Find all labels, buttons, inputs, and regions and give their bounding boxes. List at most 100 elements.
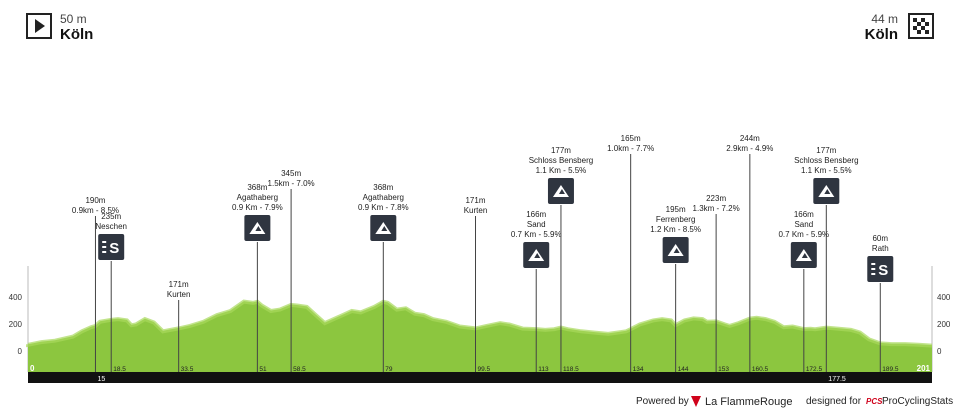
sprint-icon-line — [871, 273, 876, 275]
profile-layer — [26, 299, 933, 372]
km-label: 189.5 — [882, 366, 899, 373]
sprint-icon-letter: S — [109, 240, 119, 257]
y-tick-label-left: 0 — [18, 347, 23, 356]
km-label: 144 — [678, 366, 689, 373]
km-label: 51 — [259, 366, 267, 373]
marker-label: 0.7 Km - 5.9% — [511, 230, 562, 239]
sprint-icon-line — [871, 263, 876, 265]
mountain-icon-cut — [534, 253, 541, 258]
sprint-icon-line — [871, 268, 876, 270]
marker-label: 0.7 Km - 5.9% — [778, 230, 829, 239]
marker-label: Sand — [794, 220, 813, 229]
marker-label: 1.0km - 7.7% — [607, 144, 654, 153]
sprint-icon-bg — [867, 256, 894, 282]
marker-label: 165m — [621, 134, 641, 143]
marker-label: 1.3km - 7.2% — [693, 204, 740, 213]
marker-label: Schloss Bensberg — [794, 156, 858, 165]
sprint-icon-bg — [98, 234, 125, 260]
marker-label: 195m — [666, 205, 686, 214]
finish-info: 44 m Köln — [865, 12, 898, 43]
marker-label: Kurten — [464, 206, 488, 215]
sprint-icon-line — [102, 241, 107, 243]
marker-label: Neschen — [95, 222, 127, 231]
mountain-icon — [370, 215, 397, 241]
marker-label: 244m — [740, 134, 760, 143]
marker-label: 1.2 Km - 8.5% — [650, 225, 701, 234]
y-tick-label-right: 0 — [937, 347, 942, 356]
km-label: 15 — [97, 376, 105, 383]
mountain-icon-cut — [801, 253, 808, 258]
marker-label: 0.9 Km - 7.9% — [232, 203, 283, 212]
mountain-icon-cut — [255, 226, 262, 231]
finish-altitude: 44 m — [871, 12, 898, 26]
marker-label: 368m — [373, 183, 393, 192]
km-label: 79 — [385, 366, 393, 373]
marker-label: Sand — [527, 220, 546, 229]
mountain-icon — [244, 215, 271, 241]
km-label: 58.5 — [293, 366, 306, 373]
km-bar — [28, 372, 932, 383]
sprint-icon: S — [867, 256, 894, 282]
marker-label: Kurten — [167, 290, 191, 299]
mountain-icon — [813, 178, 840, 204]
y-tick-label-right: 200 — [937, 320, 951, 329]
mountain-icon-cut — [673, 248, 680, 253]
footer-lfr-brand[interactable]: La FlammeRouge — [705, 396, 793, 408]
footer-powered-by: Powered by — [636, 396, 689, 407]
marker-label: 177m — [551, 146, 571, 155]
marker-label: Ferrenberg — [656, 215, 696, 224]
footer-pcs-brand[interactable]: ProCyclingStats — [882, 396, 954, 407]
km-label: 99.5 — [478, 366, 491, 373]
marker-label: Rath — [872, 244, 889, 253]
sprint-icon-line — [102, 246, 107, 248]
finish-city: Köln — [864, 26, 898, 43]
marker-label: 0.9km - 8.5% — [72, 206, 119, 215]
start-flag-icon — [26, 13, 52, 39]
km-label: 160.5 — [752, 366, 769, 373]
km-label: 177.5 — [828, 376, 846, 383]
km-label: 201 — [917, 364, 931, 373]
marker-label: 0.9 Km - 7.8% — [358, 203, 409, 212]
marker-label: Agathaberg — [237, 193, 278, 202]
sprint-icon-line — [102, 251, 107, 253]
start-altitude: 50 m — [60, 12, 87, 26]
km-label: 134 — [633, 366, 644, 373]
mountain-icon-cut — [381, 226, 388, 231]
km-label: 118.5 — [563, 366, 579, 373]
start-city: Köln — [60, 26, 94, 43]
marker-label: 177m — [816, 146, 836, 155]
marker-label: 223m — [706, 194, 726, 203]
marker-label: 368m — [247, 183, 267, 192]
marker-label: 2.9km - 4.9% — [726, 144, 773, 153]
footer-designed-for: designed for — [806, 396, 862, 407]
marker-label: 345m — [281, 169, 301, 178]
pcs-logo-mark: PCS — [866, 397, 883, 406]
km-label: 0 — [30, 364, 35, 373]
marker-label: Agathaberg — [363, 193, 404, 202]
marker-label: 166m — [526, 210, 546, 219]
km-label: 33.5 — [181, 366, 194, 373]
elevation-profile-area — [28, 301, 932, 372]
marker-label: 171m — [169, 280, 189, 289]
flamme-rouge-logo-icon — [690, 395, 702, 411]
marker-label: Schloss Bensberg — [529, 156, 593, 165]
mountain-icon — [662, 237, 689, 263]
sprint-icon-letter: S — [878, 262, 888, 279]
marker-label: 1.1 Km - 5.5% — [536, 166, 587, 175]
